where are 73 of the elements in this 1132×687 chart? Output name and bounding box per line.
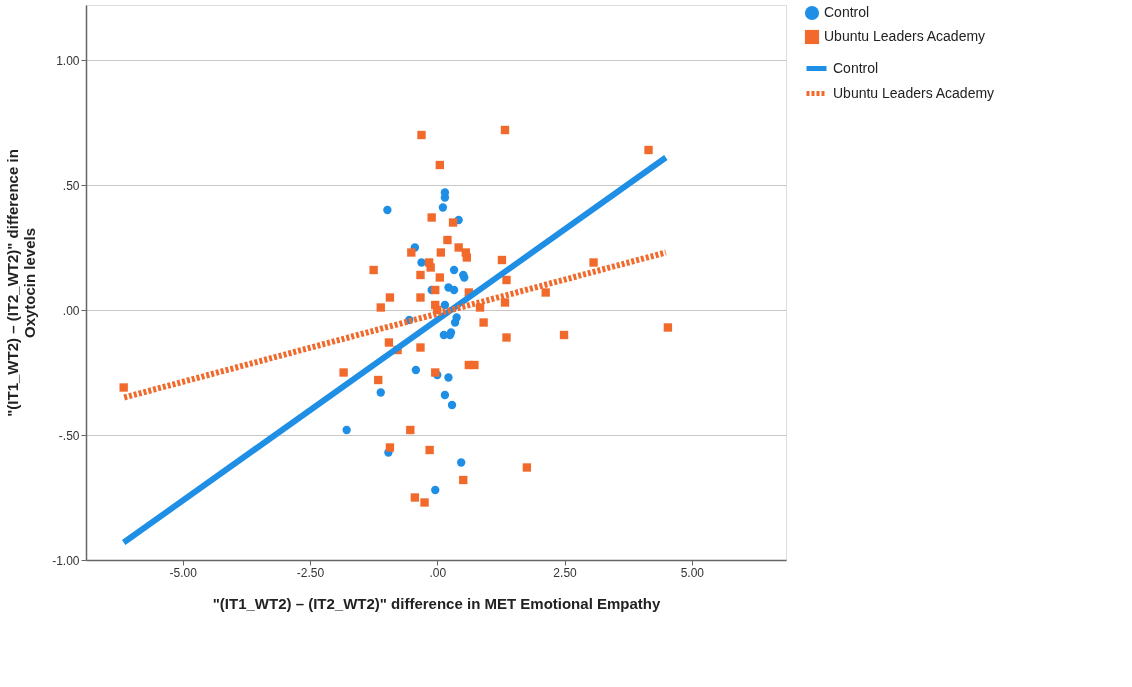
point (444, 373, 453, 382)
x-axis-title: "(IT1_WT2) – (IT2_WT2)" difference in MET Emotional Empathy (212, 594, 661, 612)
point (435, 160, 444, 170)
point (500, 298, 510, 307)
point (470, 360, 479, 370)
y-tick-label: -.50 (58, 428, 80, 443)
point (426, 263, 435, 272)
point (438, 203, 448, 212)
point (436, 248, 446, 257)
point (384, 338, 394, 347)
point (450, 318, 460, 327)
point (449, 265, 459, 275)
point (119, 383, 128, 392)
point (376, 388, 385, 397)
point (449, 285, 459, 295)
y-tick-label: .50 (62, 178, 80, 193)
x-tick-label: 2.50 (553, 565, 578, 580)
point (374, 375, 383, 385)
point (459, 475, 468, 485)
point (425, 445, 434, 455)
point (369, 265, 378, 275)
point (417, 130, 426, 140)
point (500, 125, 510, 135)
point (440, 193, 450, 202)
point (383, 205, 392, 215)
legend-label: Ubuntu Leaders Academy (824, 28, 986, 44)
point (420, 498, 429, 507)
point (435, 273, 444, 282)
point (589, 258, 598, 267)
point (559, 330, 569, 340)
x-tick-label: -5.00 (169, 565, 198, 580)
point (502, 333, 511, 342)
point (440, 300, 450, 310)
legend-label: Ubuntu Leaders Academy (833, 84, 995, 101)
point (417, 258, 426, 267)
point (427, 213, 436, 222)
x-tick-label: .00 (429, 565, 447, 580)
point (416, 293, 425, 302)
point (411, 365, 421, 375)
point (644, 145, 653, 155)
point (416, 270, 425, 280)
point (416, 343, 425, 352)
y-axis-title: "(IT1_WT2) – (IT2_WT2)" difference in Oxytocin levels (4, 149, 39, 417)
point (440, 390, 450, 400)
point (431, 485, 440, 495)
x-tick-label: 5.00 (680, 565, 705, 580)
point (541, 288, 550, 297)
point (406, 425, 415, 435)
point (663, 323, 673, 332)
point (410, 493, 420, 502)
point (502, 275, 511, 285)
legend-label: Control (824, 4, 870, 20)
point (462, 253, 471, 262)
y-tick-label: -1.00 (52, 553, 80, 568)
point (522, 463, 532, 472)
point (339, 368, 348, 377)
point (385, 443, 395, 452)
point (443, 235, 452, 245)
point (407, 248, 416, 257)
point (457, 458, 466, 467)
legend-label: Control (833, 59, 879, 76)
y-tick-label: 1.00 (56, 53, 80, 68)
point (376, 303, 385, 312)
point (447, 400, 457, 410)
point (431, 285, 440, 295)
point (479, 318, 488, 327)
point (454, 243, 463, 252)
y-tick-label: .00 (62, 303, 80, 318)
point (385, 293, 395, 302)
x-tick-label: -2.50 (296, 565, 325, 580)
point (342, 425, 351, 435)
point (448, 218, 458, 227)
point (497, 255, 507, 265)
